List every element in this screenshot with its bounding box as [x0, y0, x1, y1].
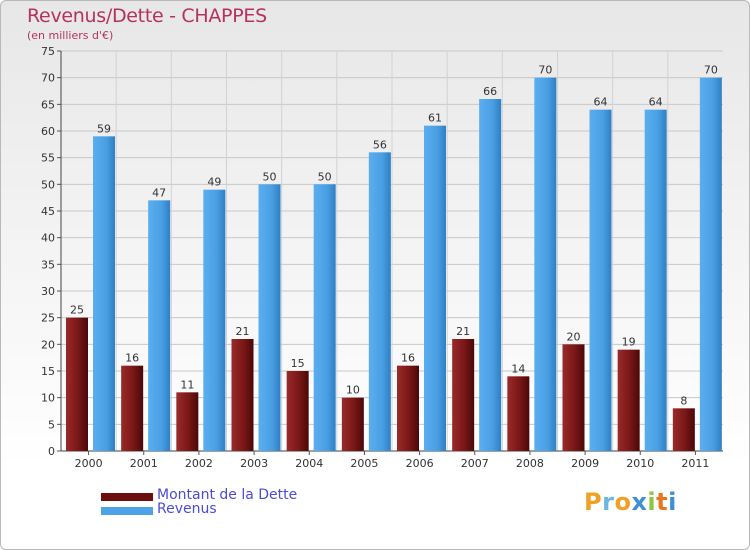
- x-tick-label: 2011: [681, 457, 709, 470]
- logo-letter: t: [656, 488, 669, 516]
- data-label-revenue-2000: 59: [97, 122, 111, 135]
- x-tick-label: 2009: [571, 457, 599, 470]
- data-label-debt-2003: 21: [236, 325, 250, 338]
- logo-letter: P: [584, 488, 603, 516]
- data-label-revenue-2009: 64: [594, 96, 608, 109]
- bar-debt-2007: [452, 339, 475, 451]
- logo-letter: i: [647, 488, 657, 516]
- data-label-revenue-2004: 50: [318, 170, 332, 183]
- bar-revenue-2000: [93, 136, 115, 452]
- legend-label-debt: Montant de la Dette: [157, 487, 298, 503]
- data-labels: 25 59 16 47 11 49 21 50 15 50 10 56 16 61 21 66 14 70 20 64…: [70, 64, 718, 408]
- x-tick-label: 2008: [516, 457, 544, 470]
- data-label-debt-2009: 20: [567, 330, 581, 343]
- data-label-debt-2002: 11: [180, 378, 194, 391]
- bar-revenue-2004: [313, 184, 336, 452]
- data-label-revenue-2011: 70: [704, 64, 718, 77]
- x-tick-label: 2010: [626, 457, 654, 470]
- axes: 0 5 10 15 20 25 30 35 40 45 50 55 60 65 70 75 2000 2001 20…: [41, 45, 723, 470]
- logo-letter: r: [602, 488, 615, 516]
- data-label-revenue-2001: 47: [152, 186, 166, 199]
- legend-label-revenue: Revenus: [157, 501, 217, 517]
- data-label-revenue-2007: 66: [483, 85, 497, 98]
- data-label-debt-2008: 14: [511, 362, 525, 375]
- bar-debt-2005: [341, 397, 364, 451]
- bar-debt-2002: [176, 392, 199, 451]
- data-label-debt-2007: 21: [456, 325, 470, 338]
- bar-revenue-2010: [644, 109, 667, 452]
- y-tick-label: 40: [41, 232, 55, 245]
- data-label-debt-2010: 19: [622, 336, 636, 349]
- data-label-debt-2004: 15: [291, 357, 305, 370]
- data-label-revenue-2008: 70: [538, 64, 552, 77]
- x-tick-label: 2000: [75, 457, 103, 470]
- proxiti-logo: Proxiti: [584, 488, 677, 516]
- x-tick-label: 2005: [350, 457, 378, 470]
- y-tick-label: 20: [41, 338, 55, 351]
- y-tick-label: 30: [41, 285, 55, 298]
- bar-revenue-2002: [203, 189, 226, 451]
- y-tick-label: 70: [41, 72, 55, 85]
- y-tick-label: 45: [41, 205, 55, 218]
- bar-revenue-2011: [699, 77, 722, 452]
- y-tick-label: 35: [41, 258, 55, 271]
- bar-revenue-2007: [479, 99, 502, 451]
- x-tick-label: 2006: [406, 457, 434, 470]
- bar-debt-2011: [672, 408, 695, 451]
- grid-lines: [61, 50, 723, 451]
- bar-debt-2008: [507, 376, 530, 451]
- bar-debt-2004: [286, 371, 309, 451]
- bar-debt-2003: [231, 339, 254, 451]
- bars: [66, 77, 722, 452]
- bar-debt-2001: [121, 365, 144, 451]
- chart-subtitle: (en milliers d'€): [27, 29, 114, 42]
- bar-revenue-2006: [424, 125, 446, 452]
- y-tick-label: 65: [41, 98, 55, 111]
- legend-swatch-revenue: [101, 507, 153, 515]
- y-tick-label: 0: [48, 445, 55, 458]
- data-label-debt-2001: 16: [125, 352, 139, 365]
- y-tick-label: 55: [41, 152, 55, 165]
- logo-letter: x: [631, 488, 648, 516]
- data-label-revenue-2002: 49: [207, 176, 221, 189]
- bar-revenue-2003: [258, 184, 281, 452]
- data-label-debt-2000: 25: [70, 304, 84, 317]
- data-label-revenue-2005: 56: [373, 138, 387, 151]
- bar-revenue-2009: [589, 109, 612, 452]
- logo-letter: o: [614, 488, 632, 516]
- legend-swatch-debt: [101, 493, 153, 501]
- data-label-revenue-2010: 64: [649, 96, 663, 109]
- y-tick-label: 5: [48, 418, 55, 431]
- logo-letter: i: [668, 488, 677, 516]
- chart-title: Revenus/Dette - CHAPPES: [27, 5, 267, 27]
- bar-revenue-2005: [368, 152, 391, 452]
- x-tick-label: 2002: [185, 457, 213, 470]
- x-tick-label: 2004: [295, 457, 323, 470]
- data-label-debt-2011: 8: [680, 394, 687, 407]
- x-tick-label: 2001: [130, 457, 158, 470]
- data-label-debt-2005: 10: [346, 384, 360, 397]
- y-tick-label: 60: [41, 125, 55, 138]
- y-tick-label: 75: [41, 45, 55, 58]
- bar-debt-2010: [617, 349, 640, 451]
- x-tick-label: 2003: [240, 457, 268, 470]
- bar-revenue-2008: [534, 77, 557, 452]
- y-tick-label: 15: [41, 365, 55, 378]
- y-tick-label: 10: [41, 392, 55, 405]
- bar-debt-2000: [66, 317, 88, 451]
- data-label-revenue-2003: 50: [263, 170, 277, 183]
- y-tick-label: 50: [41, 178, 55, 191]
- data-label-debt-2006: 16: [401, 352, 415, 365]
- bar-debt-2009: [562, 344, 585, 451]
- bar-debt-2006: [397, 365, 419, 451]
- data-label-revenue-2006: 61: [428, 112, 442, 125]
- x-tick-label: 2007: [461, 457, 489, 470]
- y-tick-label: 25: [41, 312, 55, 325]
- bar-revenue-2001: [148, 200, 171, 451]
